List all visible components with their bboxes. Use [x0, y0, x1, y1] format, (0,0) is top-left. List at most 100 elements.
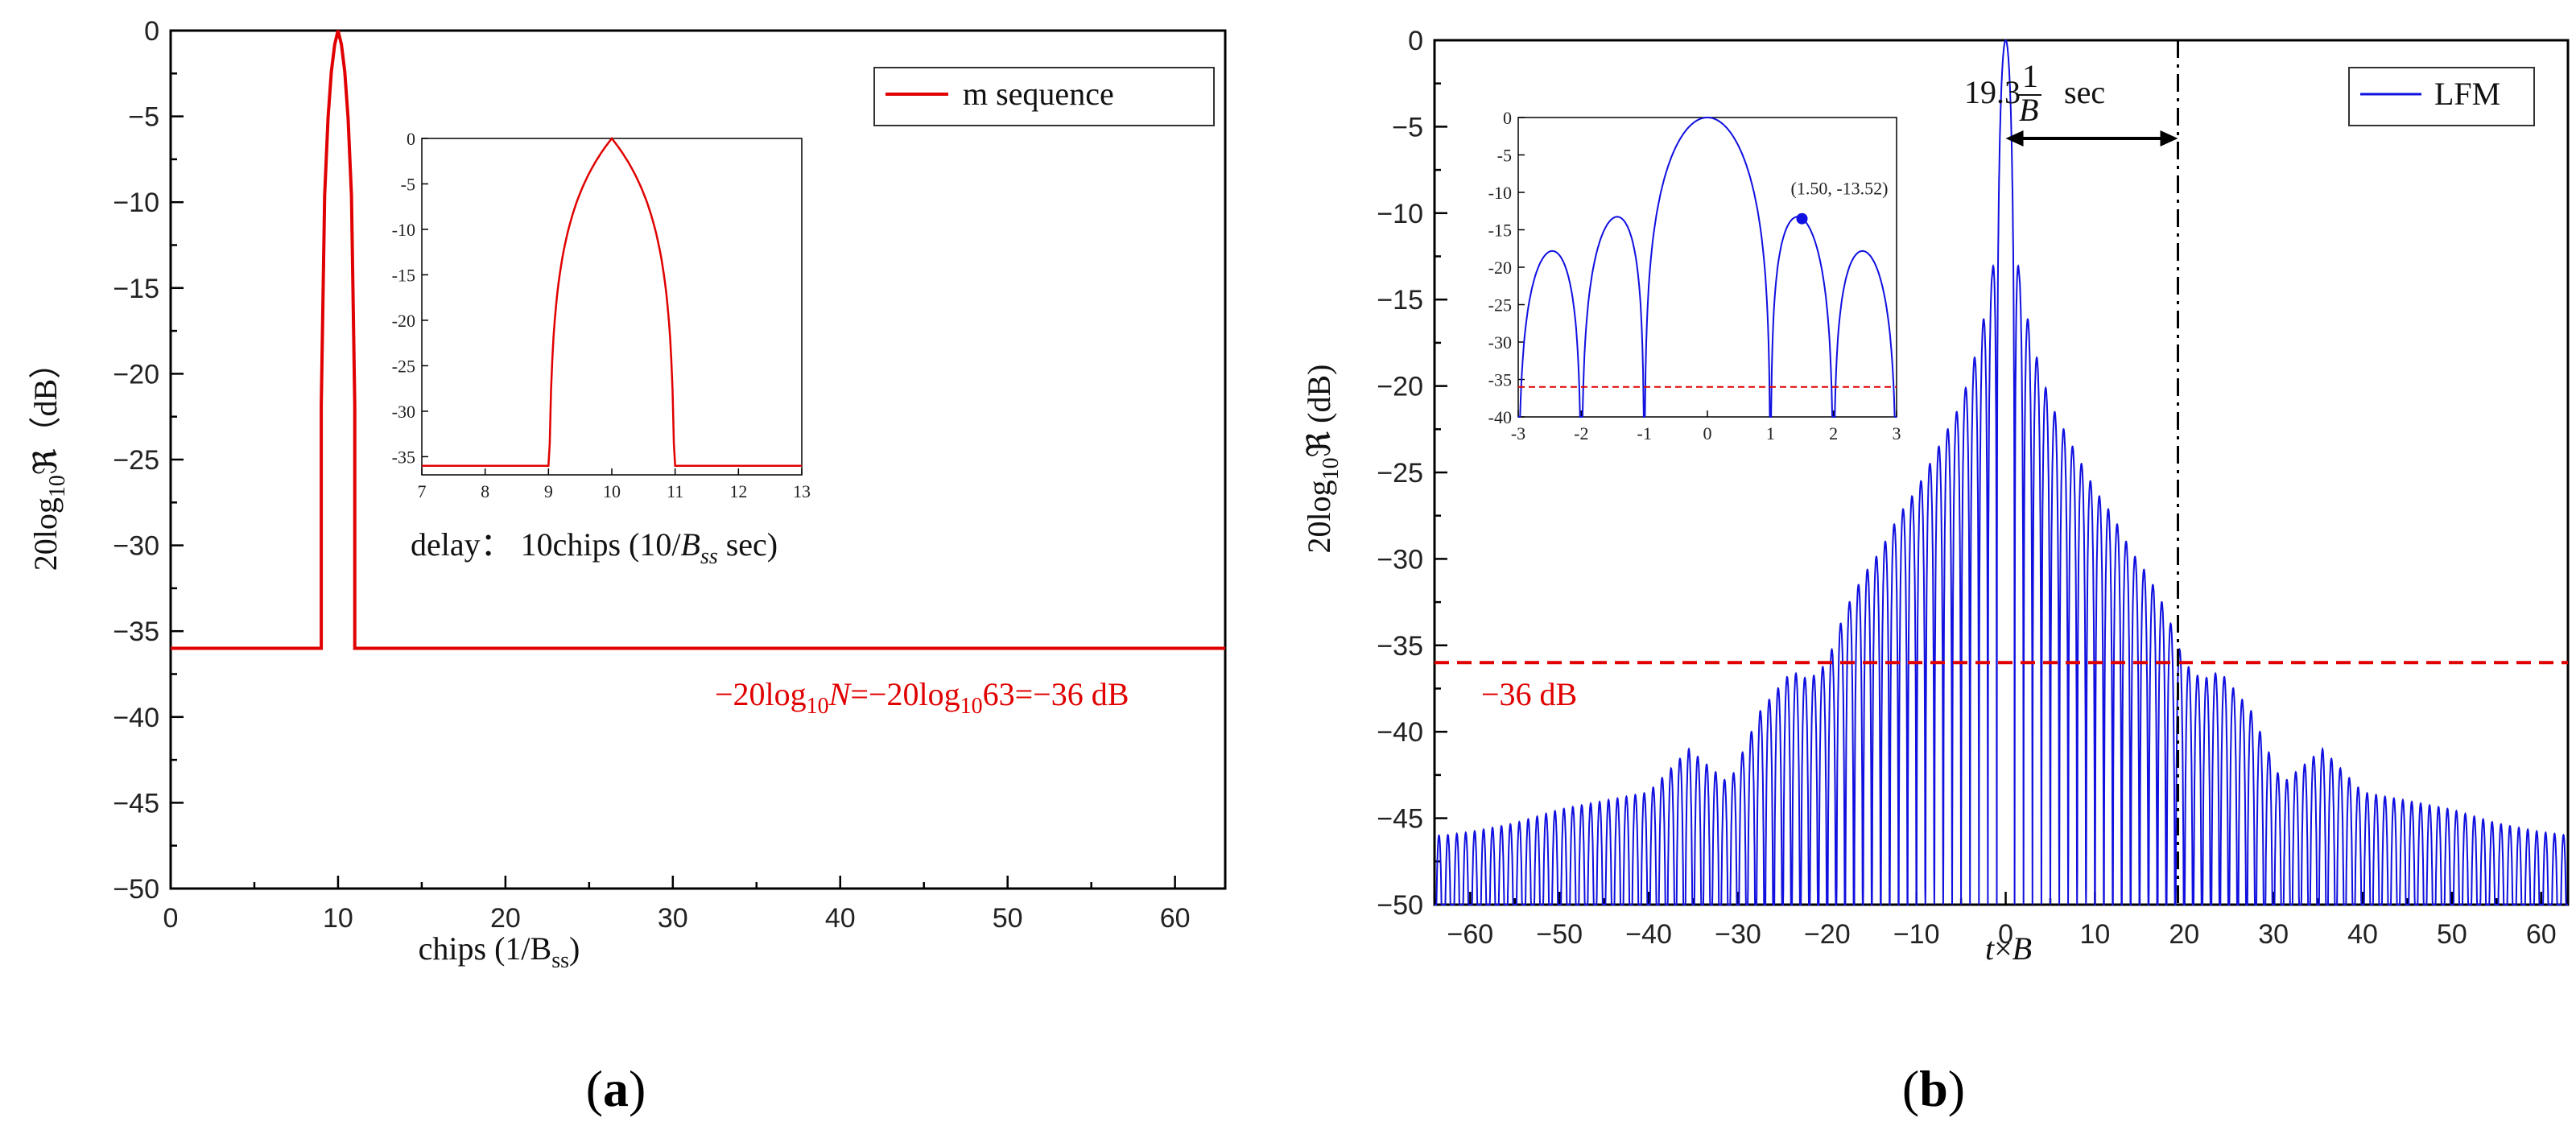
axis-b-xtick-label: 60: [2526, 919, 2557, 950]
axis-b-xtick-label: −50: [1536, 919, 1583, 950]
inset-b-ytick-label: -15: [1488, 221, 1512, 241]
axis-a-xtick-label: 20: [490, 903, 521, 934]
panel-a: 0 10 20 30 40 50 60 0 −5 −10 −15 −20 −25 −30 −35 −40 −45…: [27, 16, 1227, 1117]
inset-b-marker: [1796, 212, 1808, 225]
svg-text:B: B: [2019, 92, 2038, 128]
axis-a-ytick-label: −15: [113, 274, 159, 304]
inset-a-xtick-label: 8: [481, 481, 489, 501]
delay-annotation: delay： 10chips (10/Bss sec): [411, 526, 778, 569]
inset-b-ytick-label: -5: [1497, 146, 1512, 166]
axis-b-ytick-label: −20: [1377, 372, 1423, 402]
floor-annotation: −20log10N=−20log1063=−36 dB: [715, 676, 1129, 719]
m-sequence-curve: [171, 30, 1225, 650]
axis-a-ytick-label: 0: [144, 16, 159, 47]
axis-b-ytick-label: −40: [1377, 717, 1423, 748]
inset-b-ytick-label: -40: [1488, 407, 1512, 427]
y-axis-label-a: 20log10ℜ（dB）: [27, 347, 70, 571]
axis-a-ytick-label: −50: [113, 874, 159, 905]
inset-a-xtick-label: 13: [793, 481, 811, 501]
legend-a-label: m sequence: [963, 76, 1114, 112]
inset-b-ytick-label: -35: [1488, 370, 1512, 390]
panel-label-b: (b): [1902, 1060, 1965, 1117]
threshold-label-b: −36 dB: [1481, 676, 1577, 712]
inset-a-frame: [421, 138, 803, 476]
inset-b-xtick-label: 1: [1766, 423, 1775, 443]
legend-b-label: LFM: [2434, 76, 2500, 112]
axis-b-xtick-label: 0: [1998, 919, 2013, 950]
axis-b-xtick-label: −60: [1447, 919, 1494, 950]
inset-a-xtick-label: 12: [729, 481, 747, 501]
axis-b-xtick-label: 20: [2169, 919, 2199, 950]
axis-a-ytick-label: −20: [113, 359, 159, 390]
axis-b-ytick-label: −25: [1377, 458, 1423, 489]
axis-a-xtick-label: 50: [993, 903, 1023, 934]
axis-b-ytick-label: −35: [1377, 631, 1423, 662]
x-axis-label-a: chips (1/Bss): [419, 930, 580, 973]
axis-b-ytick-label: −30: [1377, 544, 1423, 575]
axis-b-ytick-label: −45: [1377, 804, 1423, 835]
delay-arrow-label: 19.3 1 B sec: [1964, 58, 2105, 128]
inset-b-xtick-label: 2: [1829, 423, 1838, 443]
axis-b-xtick-label: 30: [2258, 919, 2289, 950]
panel-b: −60 −50 −40 −30 −20 −10 0 10 20 30 40 50 600−5−10−15…: [1301, 26, 2570, 1117]
panel-b-axes: −60 −50 −40 −30 −20 −10 0 10 20 30 40 50 600−5−10−15…: [1377, 26, 2570, 950]
axis-b-xtick-label: 40: [2347, 919, 2378, 950]
inset-a-xtick-label: 9: [544, 481, 553, 501]
axis-a-xtick-label: 10: [323, 903, 353, 934]
inset-a-ytick-label: -10: [392, 220, 415, 240]
inset-b-curve: [1518, 117, 1897, 418]
axis-a-ytick-label: −30: [113, 531, 159, 562]
axis-a-xtick-label: 0: [163, 903, 179, 934]
inset-a-ytick-label: -35: [392, 447, 415, 467]
legend-a-box: [873, 67, 1215, 126]
inset-b-ytick-label: 0: [1503, 108, 1512, 128]
axis-a-ytick-label: −35: [113, 617, 159, 647]
axis-b-ytick-label: −10: [1377, 199, 1423, 229]
lfm-curve: [1435, 39, 2568, 905]
inset-b-xtick-label: -3: [1511, 423, 1525, 443]
inset-a-ytick-label: -15: [392, 265, 415, 285]
axis-b-xtick-label: −40: [1625, 919, 1672, 950]
axis-a-ytick-label: −45: [113, 788, 159, 819]
axis-b-ytick-label: −50: [1377, 890, 1423, 921]
svg-text:19.3: 19.3: [1964, 74, 2021, 110]
inset-a-ytick-label: -20: [392, 311, 415, 331]
inset-a-ytick-label: -30: [392, 402, 415, 422]
inset-b-marker-label: (1.50, -13.52): [1791, 179, 1889, 199]
axis-b-xtick-label: −20: [1804, 919, 1851, 950]
svg-text:1: 1: [2022, 58, 2038, 94]
inset-b-ytick-label: -25: [1488, 295, 1512, 315]
inset-b-xtick-label: 3: [1893, 423, 1901, 443]
inset-b-xtick-label: 0: [1703, 423, 1712, 443]
panel-a-axes: 0 10 20 30 40 50 60 0 −5 −10 −15 −20 −25 −30 −35 −40 −45…: [113, 16, 1227, 934]
panel-label-a: (a): [586, 1060, 646, 1117]
inset-b-frame: [1517, 117, 1897, 418]
inset-a-xtick-label: 11: [667, 481, 683, 501]
inset-a: 7 8 9 10 11 12 13 0 -5 -10 -15 -20 -25 -30 -35: [392, 129, 811, 501]
inset-b-xtick-label: -1: [1637, 423, 1652, 443]
axis-a-ytick-label: −10: [113, 188, 159, 218]
inset-a-ytick-label: -5: [401, 174, 415, 194]
axis-b-xtick-label: −30: [1715, 919, 1761, 950]
y-axis-label-b: 20log10ℜ (dB): [1301, 364, 1344, 553]
axis-b-xtick-label: −10: [1893, 919, 1940, 950]
axis-b-xtick-label: 10: [2079, 919, 2110, 950]
inset-a-xtick-label: 7: [418, 481, 427, 501]
inset-b-ytick-label: -30: [1488, 332, 1512, 353]
x-axis-label-b: t×B: [1985, 930, 2032, 967]
axis-a-ytick-label: −40: [113, 703, 159, 733]
svg-text:sec: sec: [2064, 74, 2105, 110]
axis-b-ytick-label: −5: [1392, 112, 1423, 142]
axis-a-xtick-label: 30: [658, 903, 688, 934]
axis-a-xtick-label: 60: [1160, 903, 1191, 934]
axis-a-ytick-label: −25: [113, 445, 159, 476]
axis-b-frame: [1433, 39, 2570, 906]
axis-a-ytick-label: −5: [128, 102, 159, 133]
inset-b-ytick-label: -20: [1488, 258, 1512, 278]
inset-b: -3 -2 -1 0 1 2 30-5-10-15-20-25-30-35-40(1.50,…: [1488, 108, 1901, 443]
inset-a-ytick-label: -25: [392, 356, 415, 376]
inset-a-ytick-label: 0: [407, 129, 415, 149]
inset-b-ytick-label: -10: [1488, 183, 1512, 203]
axis-b-xtick-label: 50: [2437, 919, 2467, 950]
